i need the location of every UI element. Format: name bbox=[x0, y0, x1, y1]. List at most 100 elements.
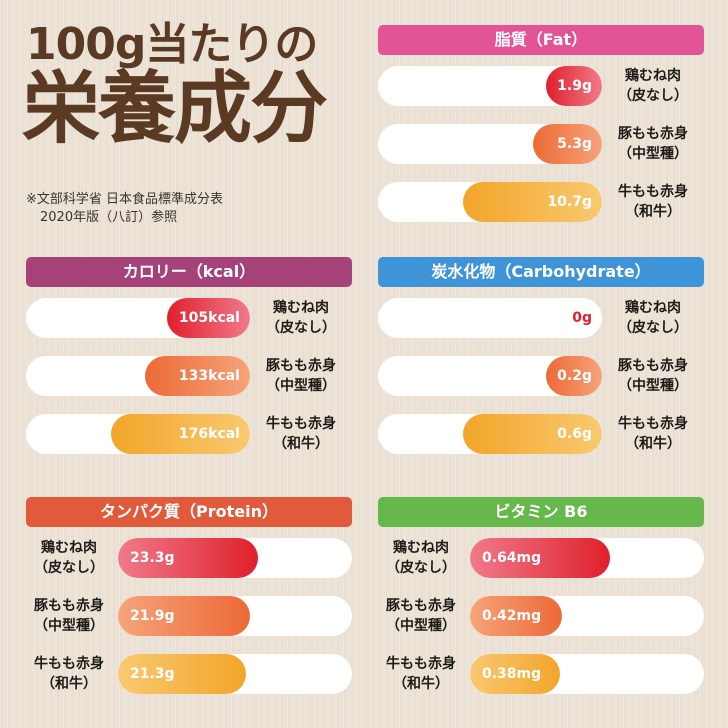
bar-row: 10.7g 牛もも赤身 （和牛） bbox=[378, 182, 704, 222]
bar-track: 21.3g bbox=[118, 654, 352, 694]
source-note: ※文部科学省 日本食品標準成分表 2020年版（八訂）参照 bbox=[26, 191, 223, 227]
category-label: 牛もも赤身 （和牛） bbox=[254, 414, 348, 454]
data-label: 21.9g bbox=[130, 608, 175, 624]
category-label: 鶏むね肉 （皮なし） bbox=[606, 298, 700, 338]
bar-track: 21.9g bbox=[118, 596, 352, 636]
category-label-line: （和牛） bbox=[41, 676, 97, 692]
bar bbox=[118, 654, 247, 694]
category-label: 豚もも赤身 （中型種） bbox=[254, 356, 348, 396]
data-label: 0.42mg bbox=[482, 608, 542, 624]
category-label: 豚もも赤身 （中型種） bbox=[374, 596, 468, 636]
data-label: 105kcal bbox=[178, 310, 240, 326]
kcal-chart: カロリー（kcal） 105kcal 鶏むね肉 （皮なし） 133kcal 豚もも赤身 （中… bbox=[26, 257, 352, 454]
category-label-line: （皮なし） bbox=[386, 560, 456, 576]
category-label-line: （中型種） bbox=[618, 378, 688, 394]
bar bbox=[463, 182, 602, 222]
bar-track: 5.3g bbox=[378, 124, 602, 164]
bar-row: 176kcal 牛もも赤身 （和牛） bbox=[26, 414, 352, 454]
bar-row: 0.42mg 豚もも赤身 （中型種） bbox=[378, 596, 704, 636]
data-label: 0.38mg bbox=[482, 666, 542, 682]
category-label: 豚もも赤身 （中型種） bbox=[606, 124, 700, 164]
chart-title: タンパク質（Protein） bbox=[26, 497, 352, 527]
category-label-line: （和牛） bbox=[625, 436, 681, 452]
category-label-line: 牛もも赤身 bbox=[618, 416, 688, 432]
data-label: 5.3g bbox=[557, 136, 592, 152]
category-label-line: （中型種） bbox=[386, 618, 456, 634]
bar bbox=[111, 414, 250, 454]
page-title-line1: 100g当たりの bbox=[26, 19, 318, 70]
category-label-line: （中型種） bbox=[618, 146, 688, 162]
bar bbox=[470, 538, 611, 578]
bar-track: 0.6g bbox=[378, 414, 602, 454]
bar-track: 0.64mg bbox=[470, 538, 704, 578]
category-label: 鶏むね肉 （皮なし） bbox=[254, 298, 348, 338]
category-label-line: 鶏むね肉 bbox=[393, 540, 449, 556]
bar-row: 0g 鶏むね肉 （皮なし） bbox=[378, 298, 704, 338]
data-label: 133kcal bbox=[178, 368, 240, 384]
category-label-line: （和牛） bbox=[625, 204, 681, 220]
source-line1: ※文部科学省 日本食品標準成分表 bbox=[26, 192, 224, 207]
bar bbox=[546, 66, 602, 106]
bar-track: 176kcal bbox=[26, 414, 250, 454]
bar bbox=[167, 298, 250, 338]
chart-title: 炭水化物（Carbohydrate） bbox=[378, 257, 704, 287]
data-label: 0.6g bbox=[557, 426, 592, 442]
bar bbox=[546, 356, 602, 396]
category-label-line: 豚もも赤身 bbox=[386, 598, 456, 614]
page-title-line2: 栄養成分 bbox=[22, 64, 328, 154]
bar-row: 105kcal 鶏むね肉 （皮なし） bbox=[26, 298, 352, 338]
category-label: 豚もも赤身 （中型種） bbox=[606, 356, 700, 396]
bar-row: 133kcal 豚もも赤身 （中型種） bbox=[26, 356, 352, 396]
b6-chart: ビタミン B6 0.64mg 鶏むね肉 （皮なし） 0.42mg 豚もも赤身 （中型種） 0.… bbox=[378, 497, 704, 694]
bar-row: 0.38mg 牛もも赤身 （和牛） bbox=[378, 654, 704, 694]
category-label-line: 牛もも赤身 bbox=[266, 416, 336, 432]
category-label-line: （中型種） bbox=[34, 618, 104, 634]
carb-chart: 炭水化物（Carbohydrate） 0g 鶏むね肉 （皮なし） 0.2g 豚もも赤身 （中… bbox=[378, 257, 704, 454]
category-label-line: 鶏むね肉 bbox=[625, 68, 681, 84]
category-label-line: （皮なし） bbox=[618, 88, 688, 104]
bar-row: 21.9g 豚もも赤身 （中型種） bbox=[26, 596, 352, 636]
category-label-line: 牛もも赤身 bbox=[34, 656, 104, 672]
category-label: 豚もも赤身 （中型種） bbox=[22, 596, 116, 636]
bar-track: 10.7g bbox=[378, 182, 602, 222]
category-label: 鶏むね肉 （皮なし） bbox=[22, 538, 116, 578]
bar-track: 133kcal bbox=[26, 356, 250, 396]
data-label: 1.9g bbox=[557, 78, 592, 94]
category-label: 牛もも赤身 （和牛） bbox=[22, 654, 116, 694]
bar bbox=[470, 596, 563, 636]
bar-row: 1.9g 鶏むね肉 （皮なし） bbox=[378, 66, 704, 106]
category-label-line: （皮なし） bbox=[618, 320, 688, 336]
bar-track: 1.9g bbox=[378, 66, 602, 106]
bar bbox=[118, 538, 259, 578]
bar bbox=[470, 654, 560, 694]
category-label-line: （皮なし） bbox=[266, 320, 336, 336]
data-label: 21.3g bbox=[130, 666, 175, 682]
fat-chart: 脂質（Fat） 1.9g 鶏むね肉 （皮なし） 5.3g 豚もも赤身 （中型種） 10.7g 牛… bbox=[378, 25, 704, 222]
category-label-line: 牛もも赤身 bbox=[618, 184, 688, 200]
category-label: 牛もも赤身 （和牛） bbox=[606, 414, 700, 454]
category-label-line: 牛もも赤身 bbox=[386, 656, 456, 672]
source-line2: 2020年版（八訂）参照 bbox=[40, 210, 178, 225]
data-label: 10.7g bbox=[547, 194, 592, 210]
bar-row: 0.6g 牛もも赤身 （和牛） bbox=[378, 414, 704, 454]
bar-row: 21.3g 牛もも赤身 （和牛） bbox=[26, 654, 352, 694]
category-label: 鶏むね肉 （皮なし） bbox=[606, 66, 700, 106]
category-label-line: 豚もも赤身 bbox=[618, 358, 688, 374]
data-label: 0.64mg bbox=[482, 550, 542, 566]
bar-track: 0g bbox=[378, 298, 602, 338]
bar-row: 0.64mg 鶏むね肉 （皮なし） bbox=[378, 538, 704, 578]
chart-title: カロリー（kcal） bbox=[26, 257, 352, 287]
protein-chart: タンパク質（Protein） 23.3g 鶏むね肉 （皮なし） 21.9g 豚もも赤身 （中… bbox=[26, 497, 352, 694]
bar-row: 23.3g 鶏むね肉 （皮なし） bbox=[26, 538, 352, 578]
category-label-line: （中型種） bbox=[266, 378, 336, 394]
bar-track: 23.3g bbox=[118, 538, 352, 578]
chart-title: 脂質（Fat） bbox=[378, 25, 704, 55]
bar bbox=[533, 124, 602, 164]
category-label-line: （和牛） bbox=[273, 436, 329, 452]
category-label: 牛もも赤身 （和牛） bbox=[374, 654, 468, 694]
data-label: 0g bbox=[572, 310, 592, 326]
category-label-line: 豚もも赤身 bbox=[618, 126, 688, 142]
data-label: 0.2g bbox=[557, 368, 592, 384]
bar-track: 0.38mg bbox=[470, 654, 704, 694]
bar-track: 0.42mg bbox=[470, 596, 704, 636]
